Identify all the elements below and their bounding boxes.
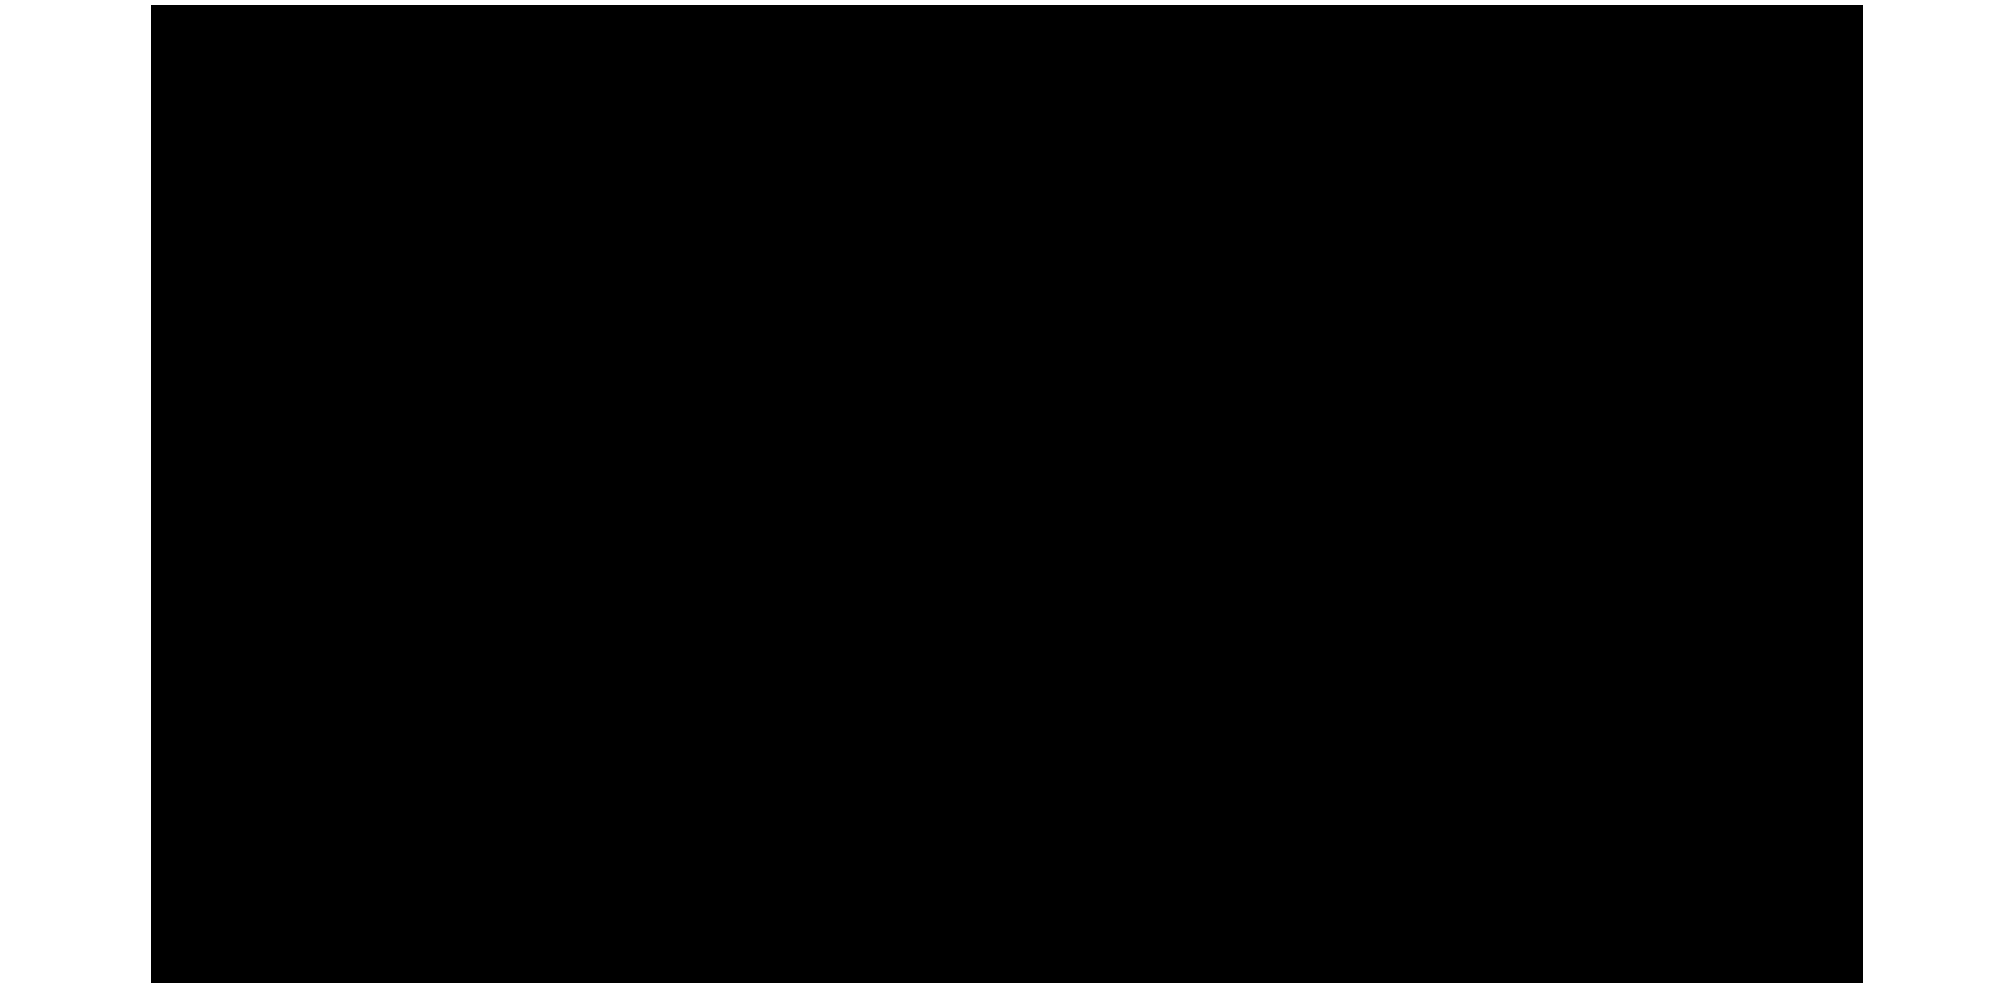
word-cloud — [151, 5, 1863, 983]
cloud-background — [151, 5, 1863, 983]
word-cloud-canvas — [151, 5, 1863, 983]
